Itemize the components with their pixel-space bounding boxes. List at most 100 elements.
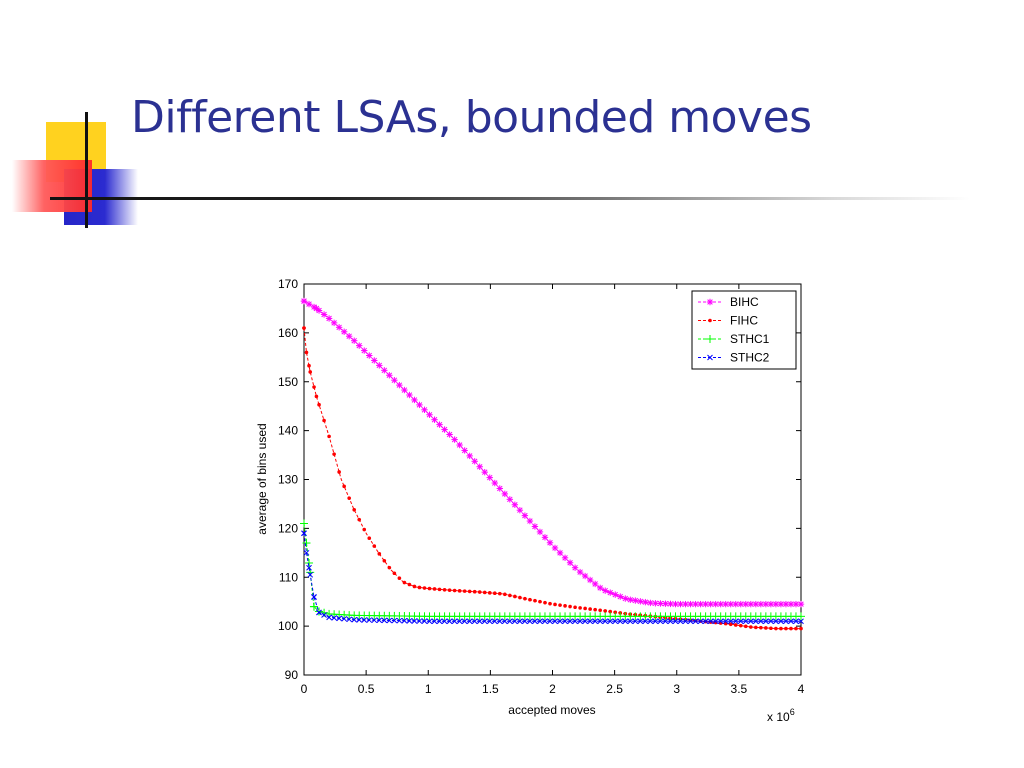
data-point (622, 618, 629, 625)
data-point (511, 618, 518, 625)
data-point (747, 618, 754, 625)
data-point (310, 602, 319, 611)
data-point (487, 591, 492, 595)
data-point (456, 618, 463, 625)
data-point (717, 618, 724, 625)
data-point (586, 576, 594, 584)
data-point (337, 470, 341, 474)
data-point (307, 363, 311, 368)
data-point (386, 617, 393, 624)
data-point (391, 617, 398, 624)
data-point (457, 589, 462, 593)
data-point (767, 600, 775, 608)
data-point (577, 618, 583, 625)
title-underline (50, 197, 970, 200)
y-tick-label: 140 (278, 424, 298, 438)
data-point (506, 496, 514, 503)
legend-label: STHC1 (730, 332, 770, 346)
data-point (381, 617, 388, 624)
data-point (613, 610, 618, 615)
data-point (486, 474, 493, 481)
x-tick-label: 2.5 (606, 682, 623, 696)
data-point (692, 600, 699, 608)
data-point (300, 297, 308, 305)
data-point (793, 618, 799, 625)
data-point (300, 519, 308, 528)
data-point (345, 333, 353, 340)
data-point (722, 618, 729, 625)
data-point (417, 585, 422, 590)
data-point (769, 626, 773, 631)
data-point (477, 590, 482, 594)
data-point (682, 618, 689, 625)
data-point (492, 591, 497, 596)
data-point (612, 591, 619, 598)
data-point (737, 618, 744, 625)
data-point (612, 618, 619, 625)
line-chart: 0 0.5 1 1.5 2 2.5 3 3.5 4 90 100 110 120 130 140 150 160… (255, 277, 805, 724)
data-point (376, 617, 383, 624)
data-point (573, 605, 577, 610)
data-point (764, 626, 768, 630)
data-point (386, 372, 393, 379)
x-tick-label: 3 (673, 682, 680, 696)
data-point (451, 436, 458, 443)
data-point (527, 618, 533, 625)
data-point (568, 604, 572, 609)
data-point (799, 626, 803, 631)
data-point (482, 590, 487, 595)
data-point (437, 587, 442, 592)
data-point (773, 618, 779, 625)
data-point (351, 337, 358, 344)
data-point (377, 552, 382, 556)
data-point (528, 597, 532, 602)
data-point (331, 614, 337, 621)
data-point (496, 618, 503, 625)
data-point (346, 616, 353, 623)
data-point (757, 618, 764, 625)
data-point (305, 300, 313, 308)
data-point (531, 523, 539, 530)
data-point (672, 618, 679, 625)
data-point (447, 588, 452, 592)
data-point (748, 625, 753, 629)
data-point (687, 600, 694, 608)
data-point (692, 618, 699, 625)
data-point (672, 600, 679, 608)
data-point (382, 558, 387, 563)
data-point (441, 426, 448, 433)
data-point (784, 626, 788, 631)
data-point (442, 587, 447, 592)
x-tick-label: 0 (301, 682, 308, 696)
data-point (372, 544, 377, 548)
data-point (563, 604, 567, 608)
y-axis-label: average of bins used (255, 423, 269, 534)
data-point (551, 544, 559, 552)
data-point (602, 618, 609, 625)
data-point (572, 618, 578, 625)
data-point (421, 618, 428, 625)
data-point (506, 618, 513, 625)
data-point (315, 307, 323, 314)
data-point (797, 600, 805, 608)
data-point (774, 626, 778, 631)
x-tick-label: 1.5 (482, 682, 499, 696)
data-point (759, 625, 763, 630)
data-point (356, 342, 363, 349)
data-point (743, 624, 748, 629)
data-point (582, 618, 588, 625)
data-point (387, 565, 392, 570)
data-point (657, 618, 664, 625)
data-point (396, 381, 403, 389)
data-point (456, 441, 463, 449)
data-point (432, 587, 437, 591)
data-point (335, 324, 343, 331)
x-multiplier-base: x 10 (767, 710, 790, 724)
data-point (508, 593, 512, 598)
data-point (592, 618, 599, 625)
data-point (562, 618, 568, 625)
data-point (667, 600, 674, 608)
data-point (532, 618, 538, 625)
data-point (481, 618, 488, 625)
data-point (642, 618, 649, 625)
